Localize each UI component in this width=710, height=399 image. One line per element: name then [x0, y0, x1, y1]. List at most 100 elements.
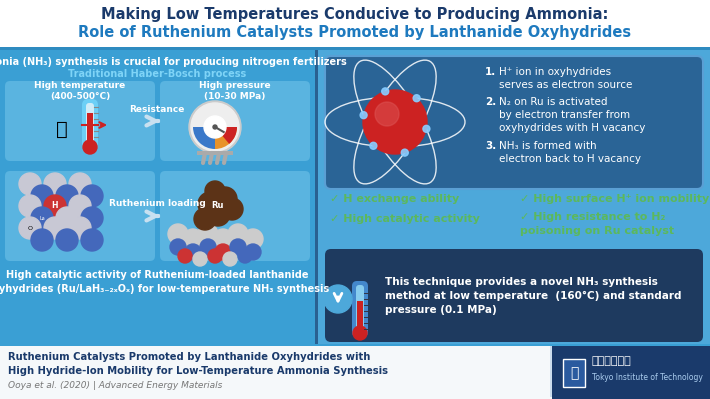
Circle shape: [223, 252, 237, 266]
Text: NH₃ is formed with
electron back to H vacancy: NH₃ is formed with electron back to H va…: [499, 141, 641, 164]
Circle shape: [81, 207, 103, 229]
Text: Ru: Ru: [212, 201, 224, 211]
Wedge shape: [215, 127, 237, 149]
Circle shape: [56, 207, 78, 229]
Text: High pressure
(10-30 MPa): High pressure (10-30 MPa): [200, 81, 271, 101]
Text: oxyhydrides (Ru/LaH₃₋₂ₓOₓ) for low-temperature NH₃ synthesis: oxyhydrides (Ru/LaH₃₋₂ₓOₓ) for low-tempe…: [0, 284, 329, 294]
Circle shape: [44, 195, 66, 217]
Text: Resistance: Resistance: [129, 105, 185, 113]
Text: 🔥: 🔥: [56, 120, 68, 139]
Circle shape: [243, 229, 263, 249]
Bar: [563, 359, 585, 387]
Circle shape: [206, 202, 230, 226]
FancyBboxPatch shape: [325, 56, 703, 189]
Circle shape: [324, 285, 352, 313]
Circle shape: [69, 173, 91, 195]
Circle shape: [170, 239, 186, 255]
Wedge shape: [215, 127, 237, 144]
Bar: [0, 50, 315, 344]
Circle shape: [69, 217, 91, 239]
Text: ✓ High resistance to H₂
poisoning on Ru catalyst: ✓ High resistance to H₂ poisoning on Ru …: [520, 212, 674, 235]
FancyBboxPatch shape: [325, 249, 703, 342]
Circle shape: [221, 198, 243, 220]
Text: 人: 人: [570, 366, 578, 380]
Circle shape: [208, 249, 222, 263]
Bar: [0, 344, 710, 399]
Circle shape: [56, 185, 78, 207]
Circle shape: [213, 125, 217, 129]
FancyBboxPatch shape: [86, 103, 94, 147]
Text: 東京工業大学: 東京工業大学: [592, 356, 632, 366]
Circle shape: [413, 95, 420, 102]
Circle shape: [198, 224, 218, 244]
Circle shape: [31, 229, 53, 251]
FancyBboxPatch shape: [160, 171, 310, 261]
Bar: [552, 344, 710, 399]
Text: ✓ H exchange ability: ✓ H exchange ability: [330, 194, 459, 204]
Circle shape: [44, 217, 66, 239]
Circle shape: [44, 173, 66, 195]
FancyBboxPatch shape: [5, 171, 155, 261]
Circle shape: [245, 244, 261, 260]
Circle shape: [363, 90, 427, 154]
Text: H⁺ ion in oxyhydrides
serves as electron source: H⁺ ion in oxyhydrides serves as electron…: [499, 67, 633, 90]
Bar: [197, 151, 233, 155]
Text: Role of Ruthenium Catalysts Promoted by Lanthanide Oxyhydrides: Role of Ruthenium Catalysts Promoted by …: [78, 26, 632, 41]
Circle shape: [83, 140, 97, 154]
Text: H: H: [52, 201, 58, 211]
Circle shape: [238, 249, 252, 263]
Circle shape: [370, 142, 377, 149]
FancyBboxPatch shape: [82, 99, 98, 151]
Text: Ruthenium loading: Ruthenium loading: [109, 198, 205, 207]
Text: This technique provides a novel NH₃ synthesis
method at low temperature  (160°C): This technique provides a novel NH₃ synt…: [385, 277, 682, 315]
Circle shape: [382, 88, 388, 95]
Wedge shape: [193, 127, 215, 149]
Circle shape: [19, 217, 41, 239]
Text: 1.: 1.: [485, 67, 496, 77]
Text: Tokyo Institute of Technology: Tokyo Institute of Technology: [592, 373, 703, 381]
Text: ✓ High catalytic activity: ✓ High catalytic activity: [330, 214, 480, 224]
Bar: [357, 301, 363, 331]
FancyBboxPatch shape: [160, 81, 310, 161]
Text: N₂ on Ru is activated
by electron transfer from
oxyhydrides with H vacancy: N₂ on Ru is activated by electron transf…: [499, 97, 645, 133]
Circle shape: [230, 239, 246, 255]
Circle shape: [228, 224, 248, 244]
Circle shape: [191, 103, 239, 151]
Text: La: La: [39, 215, 45, 221]
Bar: [0, 344, 710, 346]
Text: Ooya et al. (2020) | Advanced Energy Materials: Ooya et al. (2020) | Advanced Energy Mat…: [8, 381, 222, 389]
Bar: [87, 113, 93, 145]
Text: Making Low Temperatures Conducive to Producing Ammonia:: Making Low Temperatures Conducive to Pro…: [102, 6, 608, 22]
Circle shape: [193, 252, 207, 266]
Text: ✓ High surface H⁺ ion mobility: ✓ High surface H⁺ ion mobility: [520, 194, 709, 204]
Circle shape: [178, 249, 192, 263]
Text: O: O: [28, 225, 33, 231]
Text: Traditional Haber-Bosch process: Traditional Haber-Bosch process: [68, 69, 246, 79]
Bar: [0, 0, 710, 47]
Circle shape: [375, 102, 399, 126]
Circle shape: [168, 224, 188, 244]
Circle shape: [189, 101, 241, 153]
Circle shape: [200, 239, 216, 255]
Circle shape: [81, 229, 103, 251]
Circle shape: [213, 187, 237, 211]
Circle shape: [19, 195, 41, 217]
Bar: [550, 346, 552, 397]
Bar: [0, 47, 710, 50]
Circle shape: [69, 195, 91, 217]
Text: High Hydride-Ion Mobility for Low-Temperature Ammonia Synthesis: High Hydride-Ion Mobility for Low-Temper…: [8, 366, 388, 376]
Circle shape: [360, 112, 367, 119]
Circle shape: [183, 229, 203, 249]
Text: High temperature
(400-500°C): High temperature (400-500°C): [34, 81, 126, 101]
Text: 2.: 2.: [485, 97, 496, 107]
Bar: [315, 50, 318, 344]
Text: Ruthenium Catalysts Promoted by Lanthanide Oxyhydrides with: Ruthenium Catalysts Promoted by Lanthani…: [8, 352, 371, 362]
Circle shape: [194, 208, 216, 230]
Circle shape: [353, 326, 367, 340]
Circle shape: [205, 181, 225, 201]
FancyBboxPatch shape: [5, 81, 155, 161]
Circle shape: [204, 116, 226, 138]
Circle shape: [19, 173, 41, 195]
Circle shape: [423, 125, 430, 132]
Circle shape: [185, 244, 201, 260]
